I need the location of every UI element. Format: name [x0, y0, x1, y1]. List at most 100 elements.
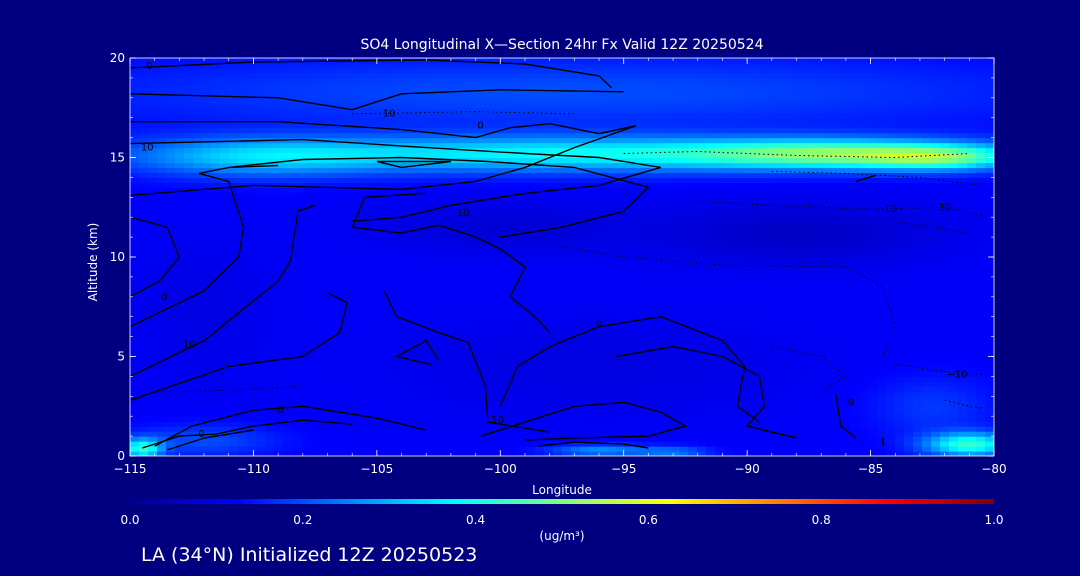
field-cell	[337, 371, 347, 377]
field-cell	[346, 232, 356, 238]
field-cell	[742, 361, 752, 368]
field-cell	[580, 266, 590, 273]
field-cell	[229, 451, 239, 456]
field-cell	[400, 441, 410, 447]
field-cell	[913, 306, 923, 313]
field-cell	[949, 271, 959, 278]
field-cell	[463, 326, 473, 333]
field-cell	[913, 271, 923, 278]
field-cell	[463, 346, 473, 353]
field-cell	[940, 431, 950, 437]
field-cell	[814, 276, 824, 283]
field-cell	[796, 311, 806, 318]
field-cell	[202, 401, 212, 407]
field-cell	[274, 266, 284, 273]
field-cell	[544, 321, 554, 328]
field-cell	[760, 401, 770, 407]
field-cell	[454, 381, 464, 387]
field-cell	[553, 301, 563, 308]
field-cell	[661, 306, 671, 313]
field-cell	[877, 291, 887, 298]
field-cell	[670, 376, 680, 382]
field-cell	[949, 197, 959, 203]
field-cell	[589, 361, 599, 368]
field-cell	[310, 376, 320, 382]
field-cell	[886, 257, 896, 263]
field-cell	[427, 301, 437, 308]
field-cell	[850, 351, 860, 358]
field-cell	[427, 291, 437, 298]
field-cell	[328, 381, 338, 387]
field-cell	[427, 421, 437, 427]
field-cell	[238, 386, 248, 392]
field-cell	[625, 406, 635, 412]
field-cell	[364, 321, 374, 328]
field-cell	[832, 426, 842, 432]
field-cell	[202, 286, 212, 293]
field-cell	[571, 232, 581, 238]
field-cell	[949, 341, 959, 348]
field-cell	[238, 376, 248, 382]
field-cell	[193, 212, 203, 218]
field-cell	[175, 316, 185, 323]
field-cell	[814, 446, 824, 452]
field-cell	[688, 252, 698, 258]
field-cell	[823, 222, 833, 228]
field-cell	[796, 351, 806, 358]
field-cell	[481, 217, 491, 223]
field-cell	[850, 306, 860, 313]
field-cell	[967, 451, 977, 456]
field-cell	[796, 291, 806, 298]
field-cell	[652, 441, 662, 447]
field-cell	[220, 276, 230, 283]
field-cell	[724, 361, 734, 368]
field-cell	[949, 202, 959, 208]
field-cell	[724, 346, 734, 353]
field-cell	[760, 366, 770, 373]
field-cell	[148, 301, 158, 308]
field-cell	[391, 401, 401, 407]
field-cell	[625, 421, 635, 427]
field-cell	[166, 411, 176, 417]
field-cell	[949, 296, 959, 303]
field-cell	[850, 371, 860, 377]
field-cell	[463, 207, 473, 213]
field-cell	[787, 247, 797, 253]
field-cell	[427, 416, 437, 422]
field-cell	[139, 207, 149, 213]
field-cell	[391, 301, 401, 308]
field-cell	[616, 276, 626, 283]
field-cell	[382, 356, 392, 363]
field-cell	[832, 306, 842, 313]
field-cell	[571, 286, 581, 293]
field-cell	[409, 217, 419, 223]
field-cell	[616, 406, 626, 412]
field-cell	[436, 326, 446, 333]
field-cell	[814, 271, 824, 278]
concentration-field	[130, 58, 994, 456]
field-cell	[220, 446, 230, 452]
field-cell	[625, 271, 635, 278]
field-cell	[715, 416, 725, 422]
field-cell	[490, 237, 500, 243]
field-cell	[958, 411, 968, 417]
field-cell	[193, 271, 203, 278]
field-cell	[805, 257, 815, 263]
field-cell	[157, 266, 167, 273]
field-cell	[706, 331, 716, 338]
field-cell	[193, 276, 203, 283]
field-cell	[445, 321, 455, 328]
field-cell	[391, 406, 401, 412]
field-cell	[967, 326, 977, 333]
field-cell	[544, 446, 554, 452]
field-cell	[985, 237, 994, 243]
field-cell	[508, 451, 518, 456]
field-cell	[616, 222, 626, 228]
field-cell	[580, 341, 590, 348]
field-cell	[985, 351, 994, 358]
field-cell	[751, 386, 761, 392]
field-cell	[427, 396, 437, 402]
field-cell	[589, 416, 599, 422]
field-cell	[940, 311, 950, 318]
field-cell	[562, 426, 572, 432]
